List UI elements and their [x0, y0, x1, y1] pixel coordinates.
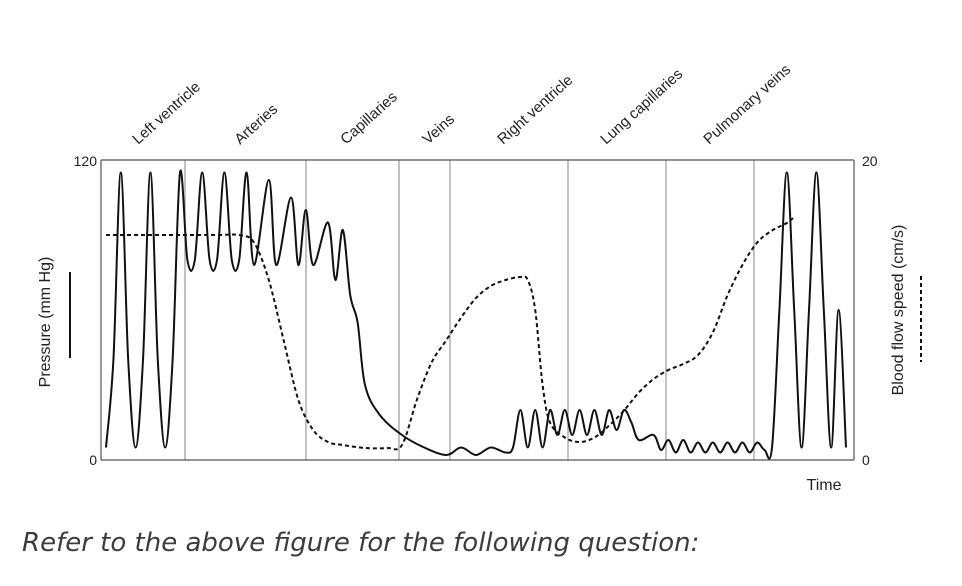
left-axis-title: Pressure (mm Hg)	[37, 257, 54, 388]
question-caption: Refer to the above figure for the follow…	[22, 528, 700, 558]
left-tick-120: 120	[74, 153, 98, 169]
right-tick-0: 0	[862, 452, 870, 468]
region-label-lung-capillaries: Lung capillaries	[597, 66, 686, 148]
pressure-line	[105, 169, 847, 460]
region-label-veins: Veins	[419, 111, 458, 148]
right-axis-title: Blood flow speed (cm/s)	[890, 225, 907, 396]
x-axis-title: Time	[807, 477, 842, 494]
region-label-capillaries: Capillaries	[337, 88, 400, 147]
region-label-right-ventricle: Right ventricle	[494, 72, 576, 148]
right-tick-20: 20	[862, 153, 878, 169]
left-tick-0: 0	[89, 452, 97, 468]
blood-flow-speed-line	[106, 216, 795, 451]
region-label-arteries: Arteries	[231, 101, 281, 148]
region-label-pulmonary-veins: Pulmonary veins	[700, 61, 794, 148]
region-label-left-ventricle: Left ventricle	[129, 78, 204, 148]
blood-pressure-flow-chart: Left ventricle Arteries Capillaries Vein…	[37, 61, 922, 494]
region-labels: Left ventricle Arteries Capillaries Vein…	[129, 61, 794, 148]
